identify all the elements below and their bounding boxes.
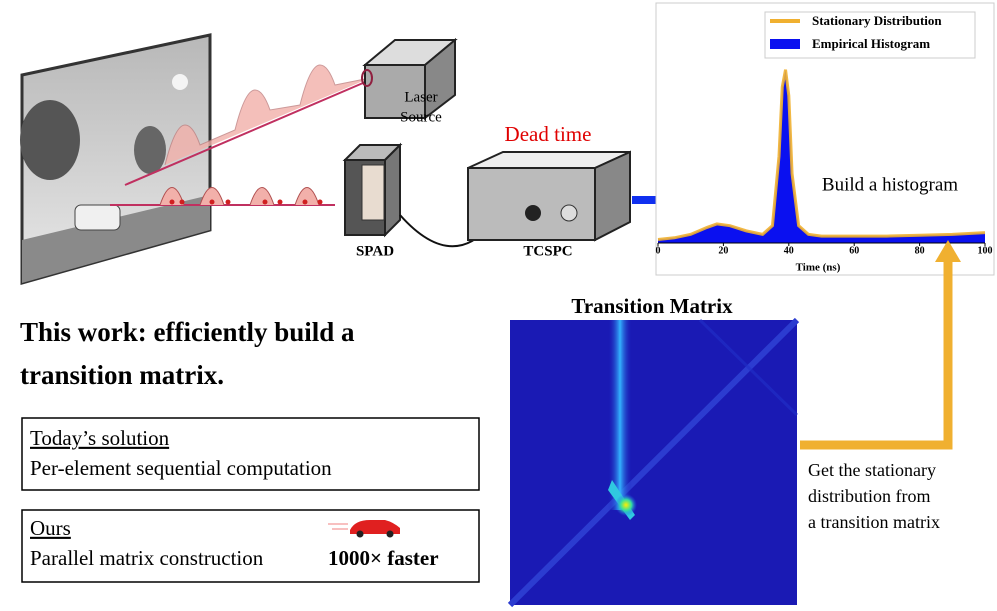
spad-part <box>384 142 401 238</box>
orange-arrowhead <box>935 240 961 262</box>
road-scene <box>20 33 212 285</box>
matrix-caption: a transition matrix <box>808 512 940 532</box>
histogram: 0 20 40 60 80 100 <box>656 69 993 256</box>
transition-matrix-part <box>698 318 799 417</box>
road-scene-part <box>22 195 210 283</box>
laser-pulses-part-part <box>225 199 231 205</box>
laser-pulses-part-part <box>179 199 185 205</box>
transition-matrix-part <box>608 320 632 510</box>
legend-label: Stationary Distribution <box>812 13 942 28</box>
laser-source <box>361 37 458 121</box>
spad <box>342 142 403 238</box>
tcspc-part <box>525 205 541 221</box>
x-axis-label: Time (ns) <box>796 262 841 274</box>
road-scene-part <box>20 100 80 180</box>
race-car <box>328 520 400 538</box>
laser-label: Source <box>400 109 442 125</box>
tcspc-part <box>467 167 596 241</box>
laser-pulses-part-part <box>302 199 308 205</box>
tcspc-part <box>594 150 631 242</box>
today-heading: Today’s solution <box>30 426 170 450</box>
orange-arrow <box>800 258 953 450</box>
laser-pulses-part-part <box>169 199 175 205</box>
laser-pulses-part-part <box>317 199 323 205</box>
x-tick-label: 40 <box>784 245 794 256</box>
laser-pulses-part <box>124 79 371 186</box>
tcspc <box>467 150 631 242</box>
laser-pulses-part-part <box>277 199 283 205</box>
tcspc-part <box>560 204 578 222</box>
laser-pulses-part-part <box>209 199 215 205</box>
spad-label: SPAD <box>356 243 394 259</box>
claim: This work: efficiently build a <box>20 317 355 347</box>
spad-part <box>361 164 385 221</box>
laser-pulses <box>110 64 371 206</box>
x-tick-label: 20 <box>718 245 728 256</box>
race-car-part <box>350 520 400 534</box>
x-tick-label: 80 <box>915 245 925 256</box>
laser-source-part <box>364 64 426 119</box>
today-text: Per-element sequential computation <box>30 456 332 480</box>
transition-matrix <box>507 317 800 608</box>
ours-heading: Ours <box>30 516 71 540</box>
matrix-caption: distribution from <box>808 486 931 506</box>
matrix-caption: Get the stationary <box>808 460 936 480</box>
legend-swatch <box>770 39 800 49</box>
dead-time: Dead time <box>505 122 592 146</box>
stationary-curve <box>657 69 986 242</box>
today-box <box>21 417 480 491</box>
matrix-title: Transition Matrix <box>571 294 733 318</box>
road-scene-part <box>172 74 188 90</box>
laser-pulses-part <box>169 199 323 205</box>
x-tick-label: 60 <box>849 245 859 256</box>
transition-matrix-part <box>615 494 637 516</box>
build-label: Build a histogram <box>822 174 958 195</box>
road-scene-part <box>134 126 166 174</box>
laser-source-part <box>361 69 373 87</box>
ours-box <box>21 509 480 583</box>
x-tick-label: 100 <box>978 245 993 256</box>
tcspc-label: TCSPC <box>523 243 572 259</box>
laser-pulses-part-part <box>262 199 268 205</box>
laser-label: Laser <box>404 89 437 105</box>
road-scene-part <box>74 204 121 231</box>
legend-label: Empirical Histogram <box>812 36 930 51</box>
race-car-part <box>386 530 394 538</box>
race-car-part <box>356 530 364 538</box>
x-tick-label: 0 <box>656 245 661 256</box>
ours-text: Parallel matrix construction <box>30 546 264 570</box>
ours-speed: 1000× faster <box>328 546 439 570</box>
laser-pulses-part <box>164 64 371 166</box>
claim: transition matrix. <box>20 360 224 390</box>
